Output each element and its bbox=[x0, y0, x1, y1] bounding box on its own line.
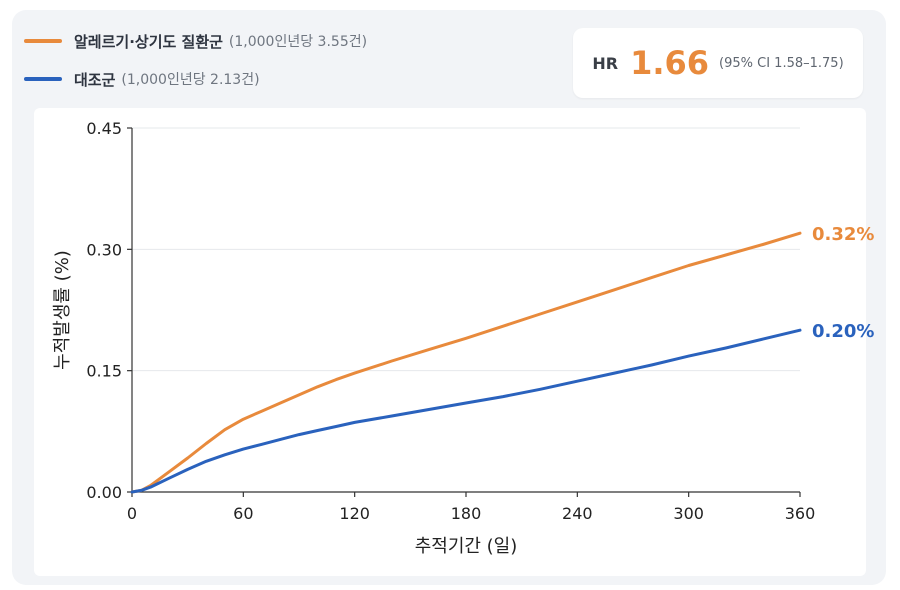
legend: 알레르기·상기도 질환군 (1,000인년당 3.55건) 대조군 (1,000… bbox=[24, 22, 367, 98]
series-line-0 bbox=[130, 231, 802, 494]
x-tick-label-5: 300 bbox=[673, 504, 704, 523]
x-tick-label-3: 180 bbox=[451, 504, 482, 523]
x-tick-label-4: 240 bbox=[562, 504, 593, 523]
y-axis-title: 누적발생률 (%) bbox=[52, 250, 73, 370]
x-tick-label-1: 60 bbox=[233, 504, 253, 523]
legend-item-allergy: 알레르기·상기도 질환군 (1,000인년당 3.55건) bbox=[24, 22, 367, 60]
x-tick-label-0: 0 bbox=[127, 504, 137, 523]
y-tick-label-1: 0.15 bbox=[86, 362, 122, 381]
legend-note-control: (1,000인년당 2.13건) bbox=[121, 72, 260, 88]
series-end-label-0: 0.32% bbox=[812, 224, 874, 245]
hr-ci: (95% CI 1.58–1.75) bbox=[719, 55, 844, 71]
y-tick-label-3: 0.45 bbox=[86, 119, 122, 138]
series-end-label-1: 0.20% bbox=[812, 321, 874, 342]
legend-label-control: 대조군 bbox=[74, 70, 116, 89]
legend-swatch-control bbox=[24, 77, 62, 81]
series-line-1 bbox=[130, 328, 802, 494]
hr-value: 1.66 bbox=[630, 44, 710, 82]
x-tick-label-2: 120 bbox=[339, 504, 370, 523]
legend-label-allergy: 알레르기·상기도 질환군 bbox=[74, 32, 223, 51]
legend-swatch-allergy bbox=[24, 39, 62, 43]
x-tick-label-6: 360 bbox=[785, 504, 816, 523]
y-tick-label-2: 0.30 bbox=[86, 240, 122, 259]
x-axis-title: 추적기간 (일) bbox=[415, 536, 518, 557]
legend-note-allergy: (1,000인년당 3.55건) bbox=[228, 34, 368, 50]
hazard-ratio-box: HR 1.66 (95% CI 1.58–1.75) bbox=[573, 28, 863, 98]
legend-item-control: 대조군 (1,000인년당 2.13건) bbox=[24, 60, 367, 98]
hr-label: HR bbox=[592, 53, 619, 73]
y-tick-label-0: 0.00 bbox=[86, 483, 122, 502]
